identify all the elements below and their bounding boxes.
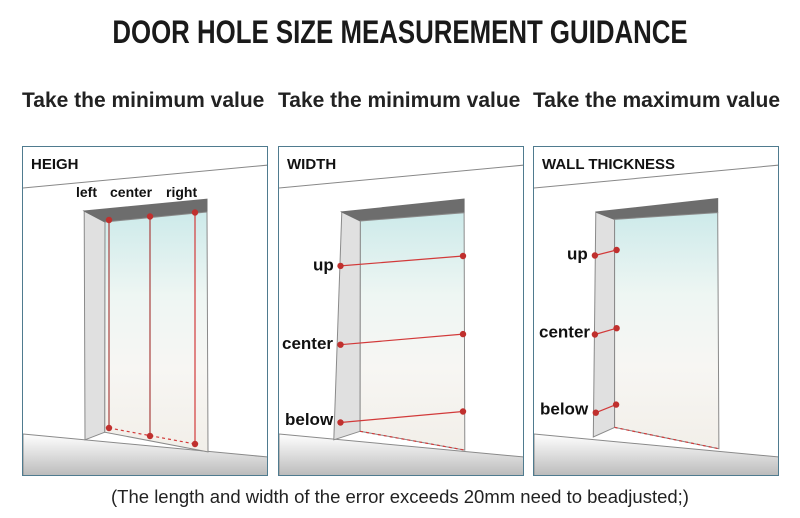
svg-text:left: left xyxy=(76,184,97,200)
svg-text:right: right xyxy=(166,184,197,200)
svg-text:up: up xyxy=(567,245,588,264)
svg-text:up: up xyxy=(313,256,334,275)
svg-text:center: center xyxy=(539,322,590,341)
svg-text:below: below xyxy=(285,410,334,429)
svg-text:below: below xyxy=(540,400,589,419)
svg-text:center: center xyxy=(110,184,153,200)
svg-text:center: center xyxy=(282,334,333,353)
